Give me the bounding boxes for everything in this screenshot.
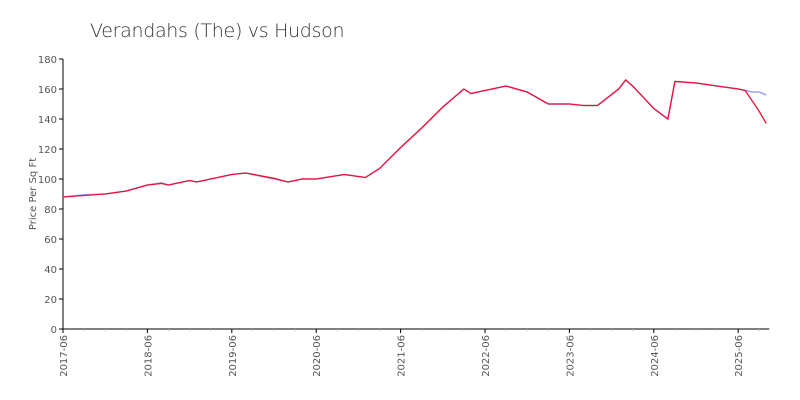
y-tick-label: 180 [38,55,57,66]
y-tick-label: 160 [38,85,57,96]
y-tick-label: 40 [44,265,57,276]
y-axis-label: Price Per Sq Ft [28,158,39,230]
x-tick-label: 2022-06 [481,335,492,377]
x-tick-label: 2017-06 [59,335,70,377]
x-tick-label: 2025-06 [734,335,745,377]
y-tick-label: 0 [51,325,57,336]
series-line-2 [62,79,767,198]
y-tick-label: 80 [44,205,57,216]
y-tick-label: 100 [38,175,57,186]
x-tick-label: 2021-06 [397,335,408,377]
x-tick-label: 2023-06 [565,335,576,377]
x-tick-label: 2024-06 [650,335,661,377]
y-tick-label: 60 [44,235,57,246]
y-tick-label: 140 [38,115,57,126]
x-tick-label: 2020-06 [312,335,323,377]
y-tick-label: 120 [38,145,57,156]
y-tick-label: 20 [44,295,57,306]
x-tick-label: 2018-06 [143,335,154,377]
chart-title: Verandahs (The) vs Hudson [90,20,345,42]
series-line-1 [62,78,767,198]
x-tick-label: 2019-06 [228,335,239,377]
